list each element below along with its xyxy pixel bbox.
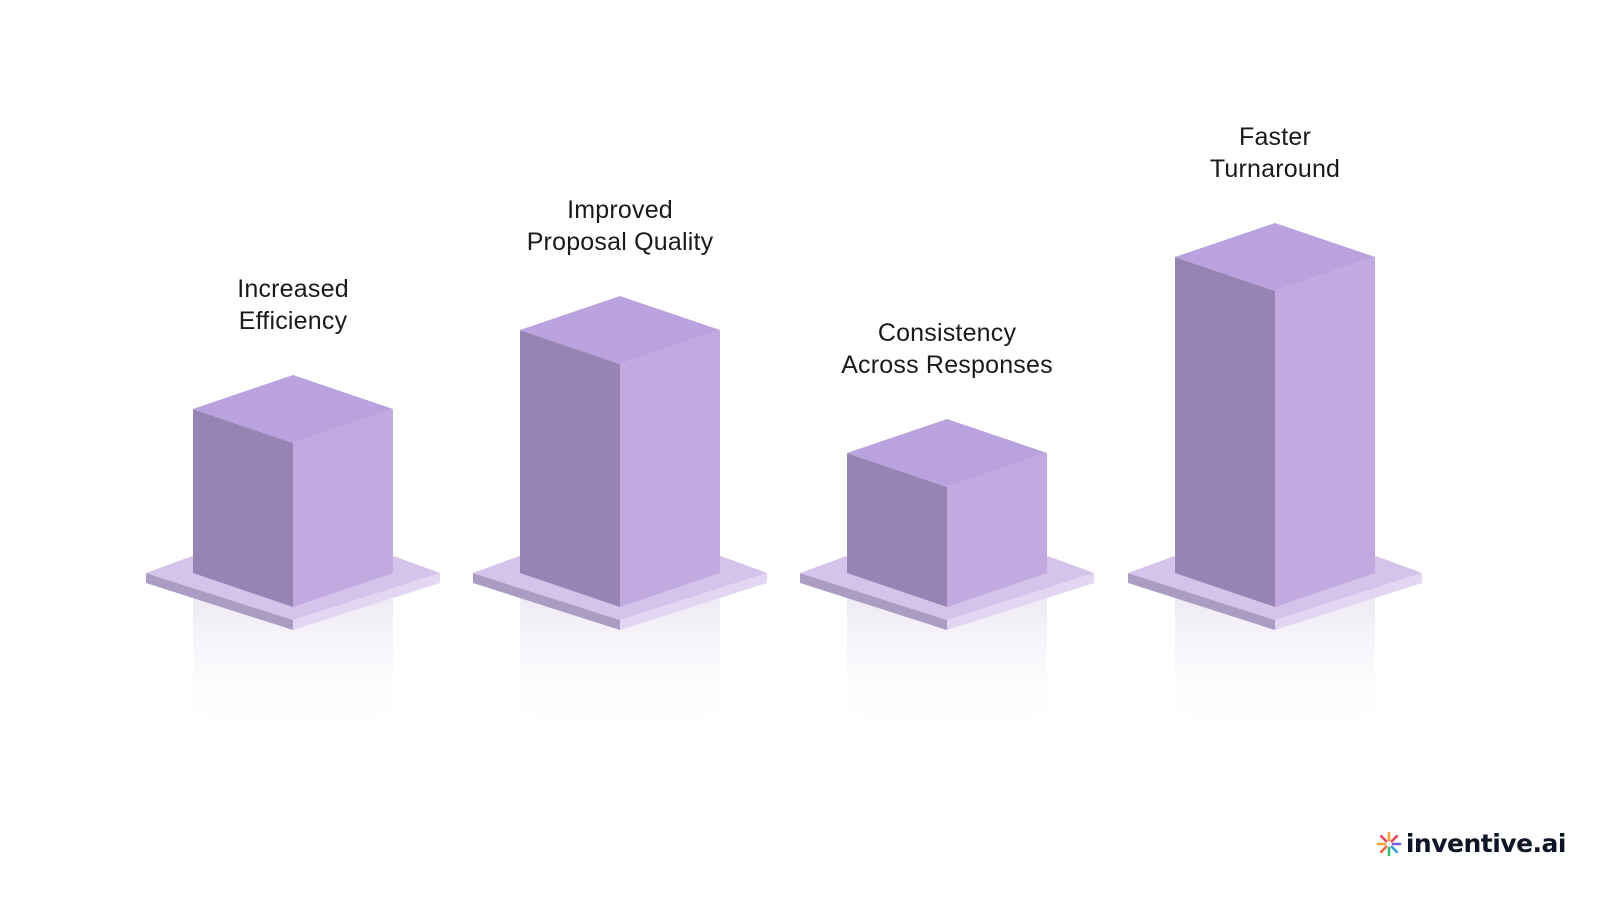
cube-left-face [1175, 257, 1275, 607]
label-line-2: Across Responses [841, 351, 1053, 379]
brand-logo: inventive.ai [1376, 829, 1567, 858]
label-line-2: Proposal Quality [526, 228, 714, 256]
base-right-face [947, 573, 1094, 630]
cube-right-face [1275, 257, 1375, 607]
cube-right-face [293, 409, 393, 607]
label-line-1: Consistency [877, 319, 1017, 347]
block-reflection [520, 583, 720, 747]
label-line-1: Faster [1238, 123, 1312, 151]
block-3 [800, 419, 1094, 747]
cube-top-face [520, 296, 720, 364]
logo-text: inventive.ai [1405, 829, 1567, 858]
cube-left-face [193, 409, 293, 607]
base-left-face [1128, 573, 1275, 630]
label-line-1: Increased [237, 275, 349, 303]
cube-left-face [520, 330, 620, 607]
cube-right-face [947, 453, 1047, 607]
block-1 [146, 375, 440, 747]
cube-top-face [1175, 223, 1375, 291]
label-line-2: Turnaround [1209, 155, 1341, 183]
block-2 [473, 296, 767, 747]
base-right-face [1275, 573, 1422, 630]
base-left-face [473, 573, 620, 630]
label-line-2: Efficiency [238, 307, 348, 335]
base-right-face [293, 573, 440, 630]
base-right-face [620, 573, 767, 630]
sunburst-logo-icon [1376, 831, 1402, 856]
block-label-1: Increased Efficiency [143, 273, 443, 337]
base-left-face [146, 573, 293, 630]
label-line-1: Improved [567, 196, 673, 224]
block-4 [1128, 223, 1422, 747]
cube-top-face [193, 375, 393, 443]
block-label-4: Faster Turnaround [1125, 121, 1425, 185]
block-reflection [847, 583, 1047, 747]
block-reflection [193, 583, 393, 747]
cube-right-face [620, 330, 720, 607]
block-label-3: Consistency Across Responses [797, 317, 1097, 381]
cube-left-face [847, 453, 947, 607]
cube-top-face [847, 419, 1047, 487]
base-left-face [800, 573, 947, 630]
block-reflection [1175, 583, 1375, 747]
block-label-2: Improved Proposal Quality [470, 194, 770, 258]
